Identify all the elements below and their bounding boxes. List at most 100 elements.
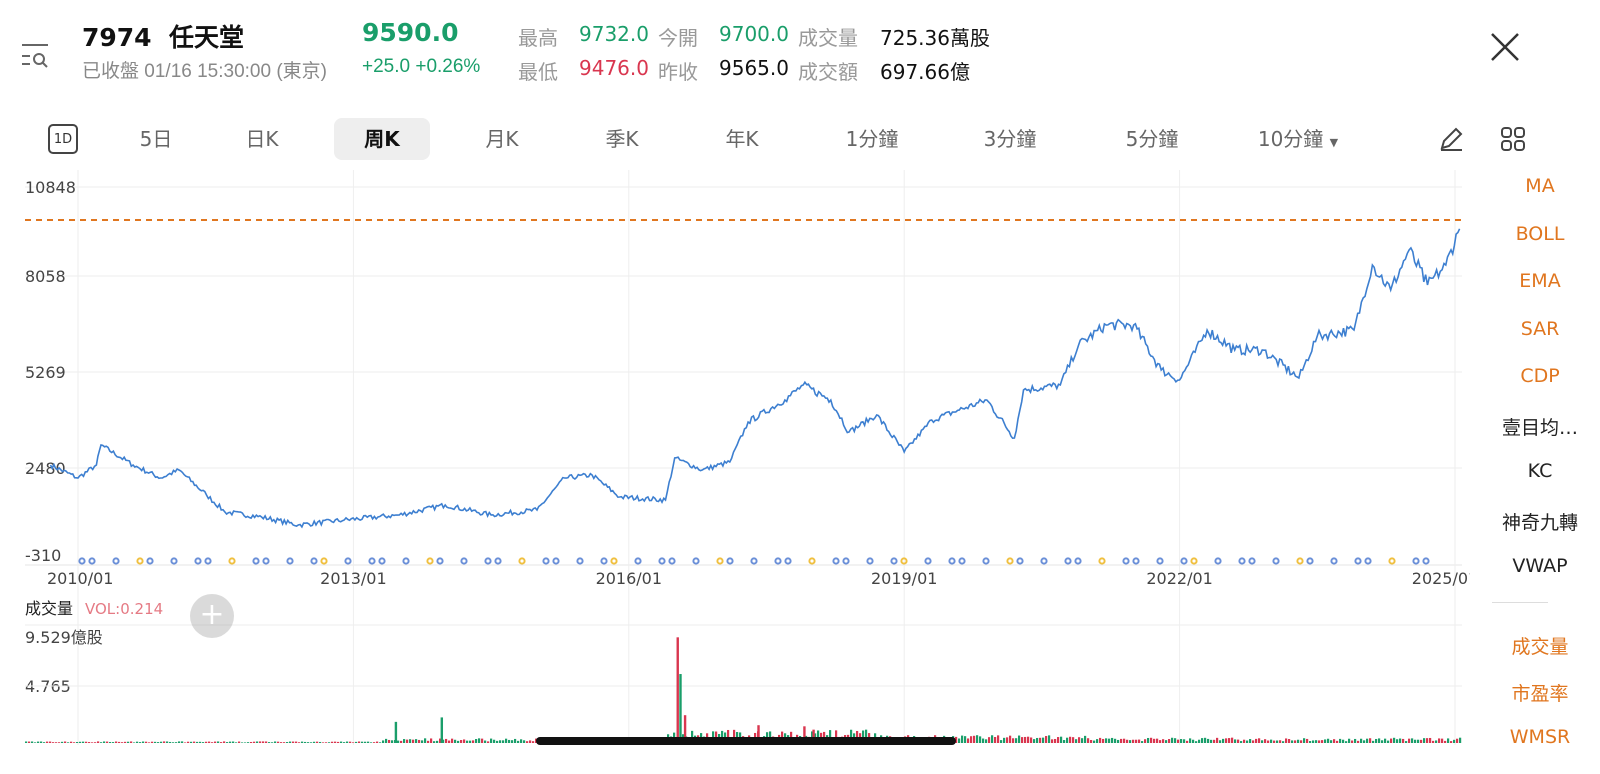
- event-marker[interactable]: [542, 557, 550, 565]
- event-marker[interactable]: [610, 557, 618, 565]
- indicator-item[interactable]: WMSR: [1509, 726, 1571, 748]
- event-marker[interactable]: [484, 557, 492, 565]
- event-marker[interactable]: [750, 557, 758, 565]
- event-marker[interactable]: [1330, 557, 1338, 565]
- event-marker[interactable]: [658, 557, 666, 565]
- event-marker[interactable]: [692, 557, 700, 565]
- event-marker[interactable]: [958, 557, 966, 565]
- event-marker[interactable]: [1364, 557, 1372, 565]
- event-marker[interactable]: [402, 557, 410, 565]
- tab-period[interactable]: 3分鐘: [983, 127, 1037, 151]
- event-marker[interactable]: [262, 557, 270, 565]
- event-marker[interactable]: [1040, 557, 1048, 565]
- tab-period[interactable]: 年K: [725, 127, 759, 151]
- event-marker[interactable]: [518, 557, 526, 565]
- event-marker[interactable]: [1006, 557, 1014, 565]
- tab-period[interactable]: 5日: [139, 127, 173, 151]
- tab-period[interactable]: 5分鐘: [1125, 127, 1179, 151]
- event-marker[interactable]: [1422, 557, 1430, 565]
- event-marker[interactable]: [1074, 557, 1082, 565]
- event-marker[interactable]: [310, 557, 318, 565]
- event-marker[interactable]: [1272, 557, 1280, 565]
- event-marker[interactable]: [668, 557, 676, 565]
- menu-search-icon[interactable]: [22, 42, 50, 68]
- event-marker[interactable]: [948, 557, 956, 565]
- event-marker[interactable]: [1180, 557, 1188, 565]
- event-marker[interactable]: [436, 557, 444, 565]
- event-marker[interactable]: [552, 557, 560, 565]
- event-marker[interactable]: [774, 557, 782, 565]
- event-marker[interactable]: [726, 557, 734, 565]
- event-marker[interactable]: [204, 557, 212, 565]
- price-chart[interactable]: 2010/01 2013/01 2016/01 2019/01 2022/01 2025/…: [0, 170, 1470, 750]
- event-marker[interactable]: [426, 557, 434, 565]
- event-marker[interactable]: [842, 557, 850, 565]
- indicator-item[interactable]: KC: [1527, 460, 1553, 482]
- tab-period[interactable]: 季K: [605, 127, 639, 151]
- event-marker[interactable]: [784, 557, 792, 565]
- indicator-item[interactable]: MA: [1525, 175, 1555, 197]
- scroll-handle[interactable]: [536, 737, 956, 745]
- event-marker[interactable]: [1190, 557, 1198, 565]
- tab-period[interactable]: 10分鐘 ▼: [1257, 127, 1339, 151]
- event-marker[interactable]: [1156, 557, 1164, 565]
- event-marker[interactable]: [494, 557, 502, 565]
- event-marker[interactable]: [832, 557, 840, 565]
- event-marker[interactable]: [600, 557, 608, 565]
- event-marker[interactable]: [146, 557, 154, 565]
- event-marker[interactable]: [1354, 557, 1362, 565]
- event-marker[interactable]: [378, 557, 386, 565]
- event-marker[interactable]: [1412, 557, 1420, 565]
- indicator-item[interactable]: 壹目均…: [1501, 416, 1578, 439]
- indicator-item[interactable]: EMA: [1519, 270, 1561, 292]
- tab-period[interactable]: 1D: [48, 124, 78, 154]
- event-marker[interactable]: [808, 557, 816, 565]
- indicator-item[interactable]: 市盈率: [1511, 683, 1569, 705]
- indicator-item[interactable]: 神奇九轉: [1501, 511, 1578, 534]
- event-marker[interactable]: [88, 557, 96, 565]
- event-marker[interactable]: [1248, 557, 1256, 565]
- event-marker[interactable]: [1016, 557, 1024, 565]
- event-marker[interactable]: [866, 557, 874, 565]
- event-marker[interactable]: [716, 557, 724, 565]
- event-marker[interactable]: [252, 557, 260, 565]
- event-marker[interactable]: [194, 557, 202, 565]
- event-marker[interactable]: [112, 557, 120, 565]
- event-marker[interactable]: [1098, 557, 1106, 565]
- event-marker[interactable]: [136, 557, 144, 565]
- event-marker[interactable]: [1306, 557, 1314, 565]
- indicator-item[interactable]: CDP: [1520, 365, 1560, 387]
- event-marker[interactable]: [900, 557, 908, 565]
- indicator-item[interactable]: BOLL: [1515, 222, 1565, 245]
- event-marker[interactable]: [1132, 557, 1140, 565]
- event-marker[interactable]: [1388, 557, 1396, 565]
- tab-period[interactable]: 1分鐘: [845, 127, 899, 151]
- indicator-item[interactable]: SAR: [1520, 317, 1560, 340]
- tab-period[interactable]: 周K: [334, 118, 430, 160]
- event-marker[interactable]: [1064, 557, 1072, 565]
- tab-period[interactable]: 日K: [245, 127, 279, 151]
- event-marker[interactable]: [344, 557, 352, 565]
- event-marker[interactable]: [78, 557, 86, 565]
- add-indicator-button[interactable]: +: [190, 594, 234, 638]
- event-marker[interactable]: [170, 557, 178, 565]
- event-marker[interactable]: [1238, 557, 1246, 565]
- close-icon[interactable]: [1490, 32, 1520, 66]
- event-marker[interactable]: [228, 557, 236, 565]
- indicator-item[interactable]: 成交量: [1511, 636, 1569, 658]
- tab-period[interactable]: 月K: [485, 127, 519, 151]
- grid-layout-icon[interactable]: [1500, 126, 1526, 156]
- event-marker[interactable]: [368, 557, 376, 565]
- event-marker[interactable]: [1296, 557, 1304, 565]
- event-marker[interactable]: [924, 557, 932, 565]
- event-marker[interactable]: [890, 557, 898, 565]
- event-marker[interactable]: [320, 557, 328, 565]
- event-marker[interactable]: [982, 557, 990, 565]
- event-marker[interactable]: [634, 557, 642, 565]
- event-marker[interactable]: [1122, 557, 1130, 565]
- event-marker[interactable]: [1214, 557, 1222, 565]
- indicator-item[interactable]: VWAP: [1512, 555, 1568, 577]
- event-marker[interactable]: [286, 557, 294, 565]
- event-marker[interactable]: [576, 557, 584, 565]
- event-marker[interactable]: [460, 557, 468, 565]
